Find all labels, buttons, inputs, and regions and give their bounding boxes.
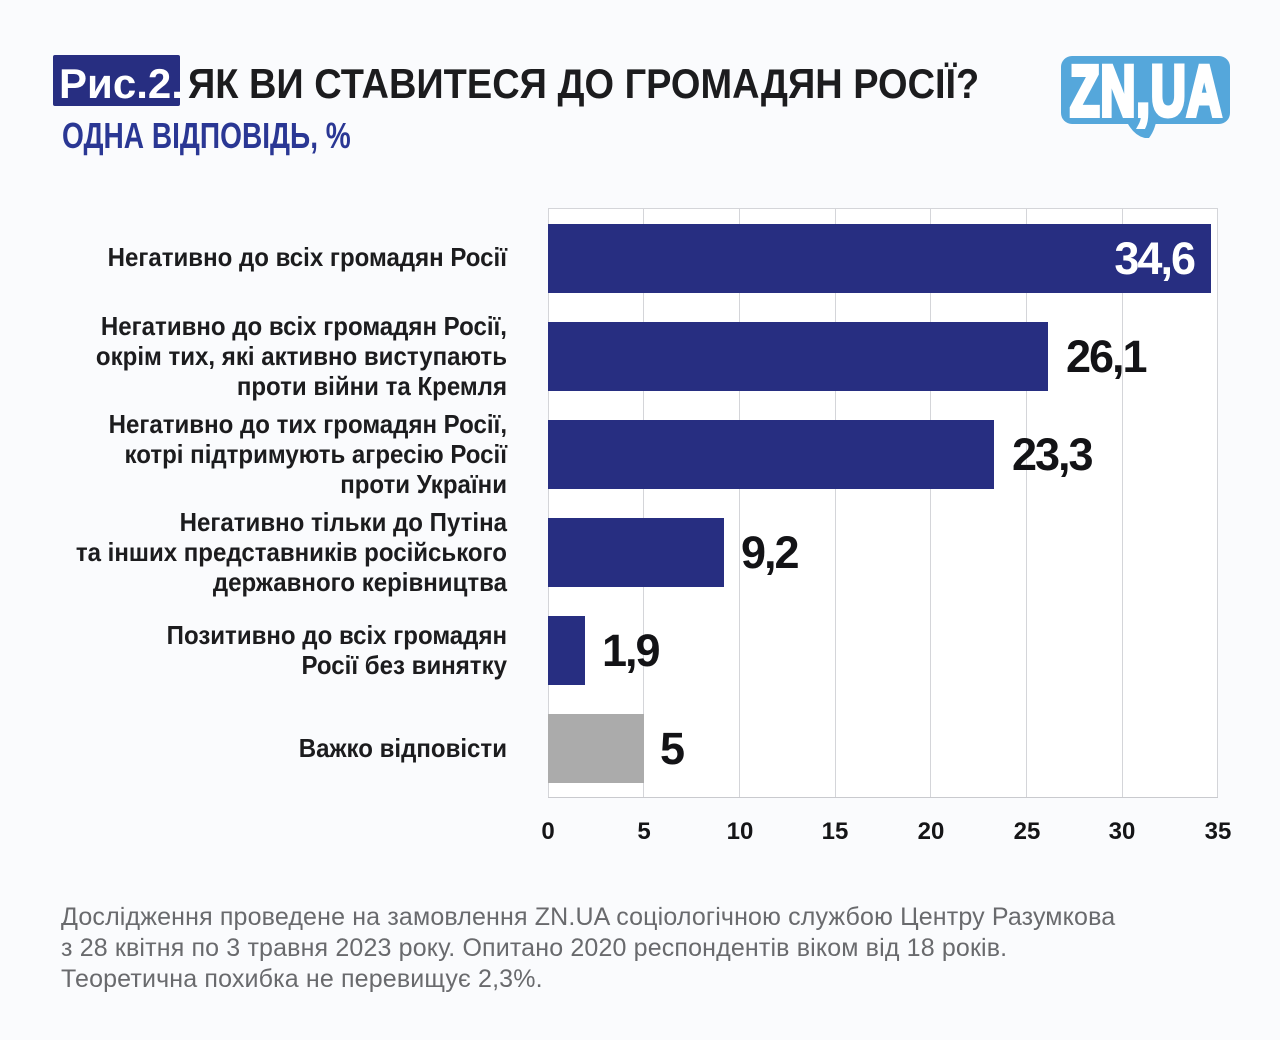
svg-text:ZN,UA: ZN,UA (1070, 51, 1223, 131)
